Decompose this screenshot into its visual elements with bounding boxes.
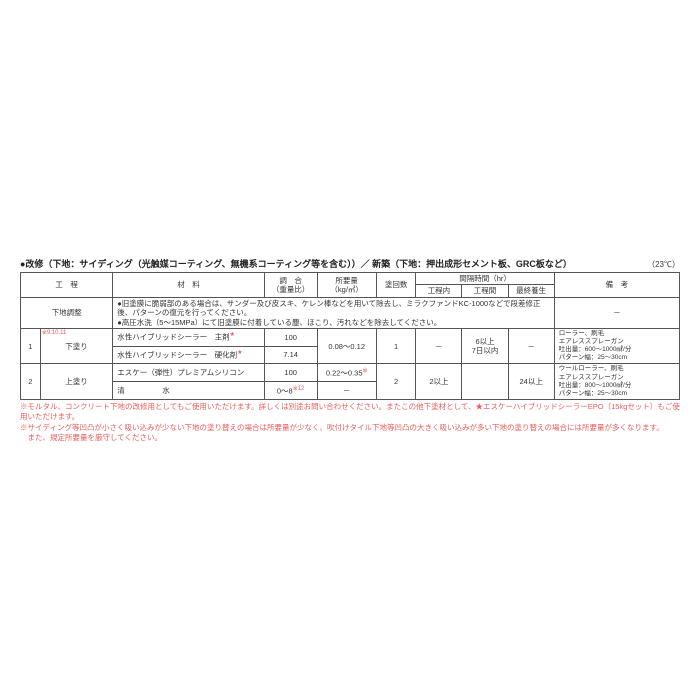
section-title: ●改修（下地：サイディング（光触媒コーティング、無機系コーティング等を含む））／… <box>20 257 572 270</box>
row1-times: 1 <box>376 328 416 364</box>
prep-remark: － <box>554 297 679 328</box>
th-process: 工 程 <box>21 273 113 298</box>
th-interval: 間隔時間（hr） <box>416 273 554 285</box>
row2-stage: 上塗り <box>40 364 112 400</box>
th-interval-in: 工程内 <box>416 285 462 297</box>
prep-label: 下地調整 <box>21 297 113 328</box>
row1-stage-sup: ※9.10.11 <box>42 330 67 338</box>
row2-no: 2 <box>21 364 41 400</box>
row2-cure: 24以上 <box>508 364 554 400</box>
row2-ratio-b: 0～8※12 <box>264 382 317 400</box>
row1-req: 0.08～0.12 <box>317 328 376 364</box>
th-interval-cure: 最終養生 <box>508 285 554 297</box>
th-material: 材 料 <box>113 273 265 298</box>
footnote-1: ※モルタル、コンクリート下地の改修用としてもご使用いただけます。詳しくは別途お問… <box>20 402 680 422</box>
th-required: 所要量 （kg/㎡） <box>317 273 376 298</box>
row2-req-a: 0.22～0.35※ <box>317 364 376 382</box>
row1-remark: ローラー、刷毛 エアレススプレーガン 吐出量：600～1000㎖/分 パターン幅… <box>554 328 679 364</box>
row2-req-sup: ※ <box>363 368 368 374</box>
row1-stage: ※9.10.11 下塗り <box>40 328 112 364</box>
row1-in: － <box>416 328 462 364</box>
row1-ratio-a: 100 <box>264 328 317 346</box>
th-ratio: 調 合 （重量比） <box>264 273 317 298</box>
th-interval-between: 工程間 <box>462 285 508 297</box>
th-remarks: 備 考 <box>554 273 679 298</box>
row2-in: 2以上 <box>416 364 462 400</box>
row1-mat-a: 水性ハイブリッドシーラー 主剤★ <box>113 328 265 346</box>
star-icon: ★ <box>230 332 235 338</box>
row2-times: 2 <box>376 364 416 400</box>
row1-between: 6以上 7日以内 <box>462 328 508 364</box>
row1-ratio-b: 7.14 <box>264 346 317 364</box>
row1-no: 1 <box>21 328 41 364</box>
row2-req-b: － <box>317 382 376 400</box>
row2-ratio-b-sup: ※12 <box>293 386 305 392</box>
footnote-2: ※サイディング等凹凸が小さく吸い込みが少ない下地の塗り替えの場合は所要量が少なく… <box>20 423 680 443</box>
row2-ratio-a: 100 <box>264 364 317 382</box>
row2-mat-b: 清 水 <box>113 382 265 400</box>
temperature-note: （23℃） <box>647 259 680 270</box>
prep-text: ●旧塗膜に脆弱部のある場合は、サンダー及び皮スキ、ケレン棒などを用いて除去し、ミ… <box>113 297 554 328</box>
row2-mat-a: エスケー（弾性）プレミアムシリコン <box>113 364 265 382</box>
star-icon: ★ <box>237 350 242 356</box>
row1-mat-b: 水性ハイブリッドシーラー 硬化剤★ <box>113 346 265 364</box>
row2-between <box>462 364 508 400</box>
row1-cure: － <box>508 328 554 364</box>
row2-remark: ウールローラー、刷毛 エアレススプレーガン 吐出量：800～1000㎖/分 パタ… <box>554 364 679 400</box>
th-times: 塗回数 <box>376 273 416 298</box>
spec-table: 工 程 材 料 調 合 （重量比） 所要量 （kg/㎡） 塗回数 間隔時間（hr… <box>20 272 680 400</box>
